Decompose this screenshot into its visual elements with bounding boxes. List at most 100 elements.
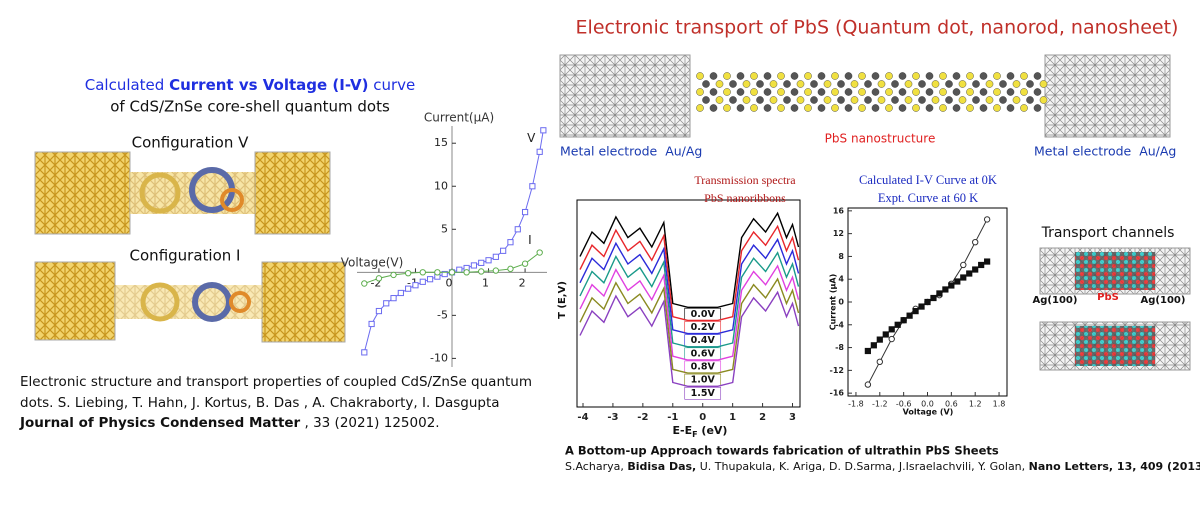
atom <box>877 80 886 88</box>
atom <box>999 96 1007 104</box>
atom <box>1026 80 1034 88</box>
atom <box>1033 72 1042 80</box>
chart-title: Transmission spectra <box>694 173 796 187</box>
marker <box>368 320 375 328</box>
y-tick-label: -4 <box>835 320 844 329</box>
marker <box>966 270 973 277</box>
atom <box>1012 80 1021 88</box>
x-tick-label: -3 <box>607 412 618 423</box>
atom <box>790 88 799 96</box>
citation: Electronic structure and transport prope… <box>20 374 532 390</box>
atom <box>831 104 839 112</box>
atom <box>783 80 791 88</box>
atom <box>877 96 886 104</box>
atom <box>925 104 934 112</box>
series-line <box>579 290 800 387</box>
structure-v <box>34 151 331 235</box>
atom <box>804 72 812 80</box>
series-label-box <box>684 386 722 400</box>
x-axis-label-part: F <box>692 430 697 439</box>
atom <box>723 104 731 112</box>
channel-label: PbS <box>1097 292 1119 303</box>
atom <box>939 88 947 96</box>
atom <box>952 72 961 80</box>
atom <box>945 96 953 104</box>
y-tick-label: 5 <box>441 222 448 235</box>
chart-title: Expt. Curve at 60 K <box>878 191 978 205</box>
atom <box>702 96 710 104</box>
x-tick-label: -4 <box>577 412 588 423</box>
atom <box>729 80 737 88</box>
electrode-label: Metal electrode Au/Ag <box>560 144 702 159</box>
y-tick-label: 16 <box>833 206 845 215</box>
atom <box>972 96 980 104</box>
atom <box>898 88 907 96</box>
x-tick-label: -1.8 <box>848 400 864 409</box>
marker <box>404 269 412 277</box>
atom <box>1039 96 1048 104</box>
series-line <box>579 251 800 348</box>
atom <box>709 88 718 96</box>
citation: Journal of Physics Condensed Matter , 33… <box>19 415 440 431</box>
atom <box>715 96 724 104</box>
marker <box>521 260 529 267</box>
marker <box>507 265 514 273</box>
marker <box>924 298 931 306</box>
atom <box>823 96 832 104</box>
marker <box>405 285 412 292</box>
atom <box>952 88 961 96</box>
atom <box>763 88 772 96</box>
marker <box>894 321 901 328</box>
series-label: 0.8V <box>691 361 716 372</box>
atom <box>709 72 718 80</box>
atom <box>966 104 974 112</box>
atom <box>904 96 913 104</box>
y-axis-label: Current (μA) <box>829 274 838 331</box>
x-axis-label: Voltage(V) <box>341 256 404 270</box>
marker <box>972 266 979 273</box>
y-tick-label: 0 <box>838 298 844 307</box>
marker <box>485 257 492 264</box>
series-line <box>579 224 800 322</box>
marker <box>492 253 499 260</box>
atom <box>885 104 893 112</box>
atom <box>723 72 731 80</box>
atom <box>898 72 907 80</box>
atom <box>1020 72 1028 80</box>
marker <box>426 276 434 283</box>
x-tick-label: -1.2 <box>872 400 888 409</box>
marker <box>888 335 895 343</box>
y-tick-label: 10 <box>434 179 448 192</box>
citation: dots. S. Liebing, T. Hahn, J. Kortus, B.… <box>20 395 500 411</box>
atom <box>750 88 758 96</box>
atom <box>1033 88 1042 96</box>
atom <box>918 96 926 104</box>
channel-label: Ag(100) <box>1141 295 1186 306</box>
atom <box>871 104 880 112</box>
marker <box>978 261 985 269</box>
atom <box>831 72 839 80</box>
marker <box>383 300 390 307</box>
atom <box>912 88 920 96</box>
atom <box>885 72 893 80</box>
marker <box>536 148 543 155</box>
marker <box>478 268 485 275</box>
atom <box>790 72 799 80</box>
x-tick-label: 1 <box>482 276 489 289</box>
atom <box>1033 104 1042 112</box>
atom <box>871 88 880 96</box>
channel-label: Ag(100) <box>1033 295 1078 306</box>
atom <box>804 88 812 96</box>
x-tick-label: 1.2 <box>969 400 982 409</box>
y-tick-label: -12 <box>830 366 844 375</box>
atom <box>985 80 994 88</box>
atom <box>750 104 758 112</box>
marker <box>361 349 368 356</box>
y-tick-label: 4 <box>838 275 844 284</box>
marker <box>942 286 949 293</box>
atom <box>931 96 940 104</box>
marker <box>948 282 955 289</box>
y-axis-label: Current(μA) <box>424 111 494 125</box>
atom <box>858 72 866 80</box>
